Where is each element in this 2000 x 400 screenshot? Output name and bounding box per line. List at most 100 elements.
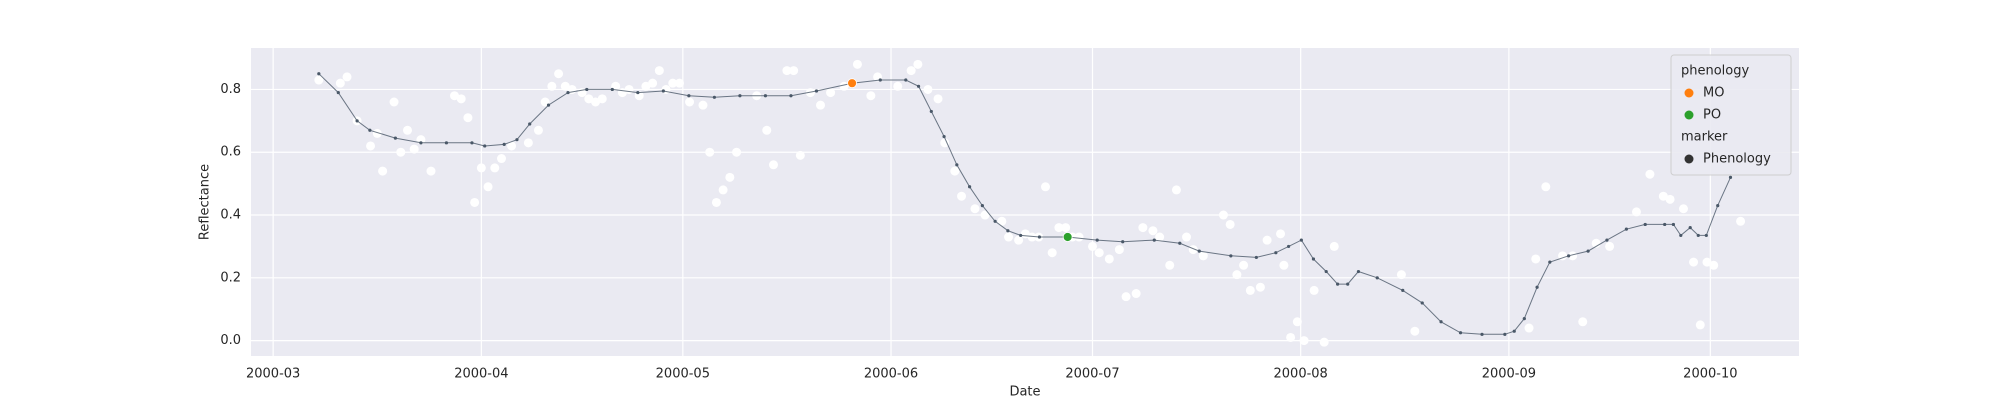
data-point — [1121, 292, 1131, 302]
data-point — [378, 166, 388, 176]
y-tick-label: 0.6 — [220, 145, 241, 160]
data-point — [997, 216, 1007, 226]
line-vertex — [789, 94, 793, 98]
data-point — [768, 160, 778, 170]
data-point — [547, 81, 557, 91]
line-vertex — [1197, 249, 1201, 253]
line-vertex — [336, 90, 340, 95]
data-point — [1104, 254, 1114, 264]
data-point — [1396, 270, 1406, 280]
data-point — [933, 94, 943, 104]
data-point — [1225, 219, 1235, 229]
data-point — [597, 94, 607, 104]
data-point — [1004, 232, 1014, 242]
data-point — [1292, 317, 1302, 327]
data-point — [533, 125, 543, 135]
data-point — [1198, 251, 1208, 261]
line-vertex — [1274, 251, 1278, 255]
data-point — [1410, 326, 1420, 336]
line-vertex — [814, 89, 819, 93]
line-vertex — [1458, 331, 1463, 335]
data-point — [732, 147, 742, 157]
line-vertex — [1728, 175, 1733, 179]
line-vertex — [636, 90, 640, 95]
line-vertex — [1716, 204, 1720, 208]
line-vertex — [1624, 227, 1629, 231]
data-point — [591, 97, 601, 107]
line-vertex — [1586, 249, 1590, 253]
line-vertex — [1375, 276, 1379, 280]
x-axis-label: Date — [1009, 385, 1040, 400]
line-vertex — [355, 119, 359, 123]
line-vertex — [1439, 320, 1443, 324]
data-point — [1218, 210, 1228, 220]
data-point — [698, 100, 708, 110]
data-point — [1689, 257, 1699, 267]
data-point — [470, 197, 480, 207]
line-vertex — [1704, 233, 1708, 238]
data-point — [950, 166, 960, 176]
line-vertex — [661, 89, 665, 93]
data-point — [1165, 260, 1175, 270]
data-point — [866, 91, 876, 101]
data-point — [476, 163, 486, 173]
line-vertex — [1019, 233, 1023, 238]
data-point — [1531, 254, 1541, 264]
data-point — [1279, 260, 1289, 270]
data-point — [1171, 185, 1181, 195]
legend-title: phenology — [1681, 64, 1749, 79]
legend-swatch — [1684, 110, 1694, 120]
data-point — [314, 75, 324, 85]
data-point — [1131, 289, 1141, 299]
line-vertex — [528, 122, 532, 126]
line-vertex — [942, 134, 946, 139]
data-point — [674, 78, 684, 88]
line-vertex — [1324, 269, 1328, 274]
line-vertex — [1503, 332, 1507, 336]
data-point — [1645, 169, 1655, 179]
line-vertex — [1401, 288, 1405, 292]
data-point — [1605, 241, 1615, 251]
line-vertex — [1095, 238, 1099, 242]
data-point — [456, 94, 466, 104]
data-point — [1276, 229, 1286, 239]
line-vertex — [1286, 244, 1291, 249]
line-vertex — [1696, 233, 1700, 238]
data-point — [1014, 235, 1024, 245]
line-vertex — [1643, 222, 1647, 227]
data-point — [402, 125, 412, 135]
data-point — [1148, 226, 1158, 236]
line-vertex — [1229, 254, 1233, 258]
data-point — [396, 147, 406, 157]
data-point — [1736, 216, 1746, 226]
data-point — [1319, 337, 1329, 347]
legend-box — [1670, 54, 1792, 176]
line-vertex — [1535, 285, 1539, 289]
data-point — [1299, 336, 1309, 346]
data-point — [852, 59, 862, 69]
data-point — [641, 81, 651, 91]
line-vertex — [1356, 269, 1361, 274]
y-tick-label: 0.0 — [220, 333, 241, 348]
data-point — [554, 69, 564, 79]
line-vertex — [1037, 235, 1042, 239]
data-point — [795, 150, 805, 160]
data-point — [335, 78, 345, 88]
data-point — [705, 147, 715, 157]
line-vertex — [967, 185, 972, 189]
data-point — [624, 84, 634, 94]
line-vertex — [712, 95, 716, 99]
y-tick-label: 0.4 — [220, 208, 241, 223]
data-point — [1040, 182, 1050, 192]
line-vertex — [1522, 317, 1526, 321]
line-vertex — [955, 163, 959, 167]
legend-label: MO — [1703, 86, 1724, 101]
data-point — [1114, 245, 1124, 255]
legend-label: PO — [1703, 108, 1721, 123]
line-vertex — [393, 136, 397, 140]
x-tick-label: 2000-10 — [1683, 367, 1737, 382]
data-point — [1074, 232, 1084, 242]
data-point — [1087, 241, 1097, 251]
data-point — [342, 72, 352, 82]
legend-swatch — [1684, 88, 1694, 98]
